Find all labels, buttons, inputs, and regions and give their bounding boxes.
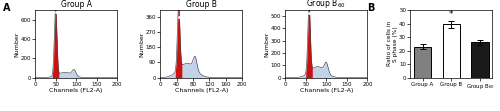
Title: Group B$_{60}$: Group B$_{60}$ [306,0,346,10]
Text: A: A [2,3,10,13]
X-axis label: Channels (FL2-A): Channels (FL2-A) [50,88,103,93]
Y-axis label: Ratio of cells in
S phase (%): Ratio of cells in S phase (%) [387,21,398,66]
Title: Group A: Group A [60,0,92,9]
Bar [472,43,489,78]
Title: Group B: Group B [186,0,216,9]
Y-axis label: Number: Number [139,31,144,56]
X-axis label: Channels (FL2-A): Channels (FL2-A) [300,88,353,93]
X-axis label: Channels (FL2-A): Channels (FL2-A) [174,88,228,93]
Bar [414,47,431,78]
Text: B: B [368,3,375,13]
Bar [442,24,460,78]
Y-axis label: Number: Number [264,31,269,56]
Y-axis label: Number: Number [14,31,19,56]
Text: *: * [449,10,454,19]
